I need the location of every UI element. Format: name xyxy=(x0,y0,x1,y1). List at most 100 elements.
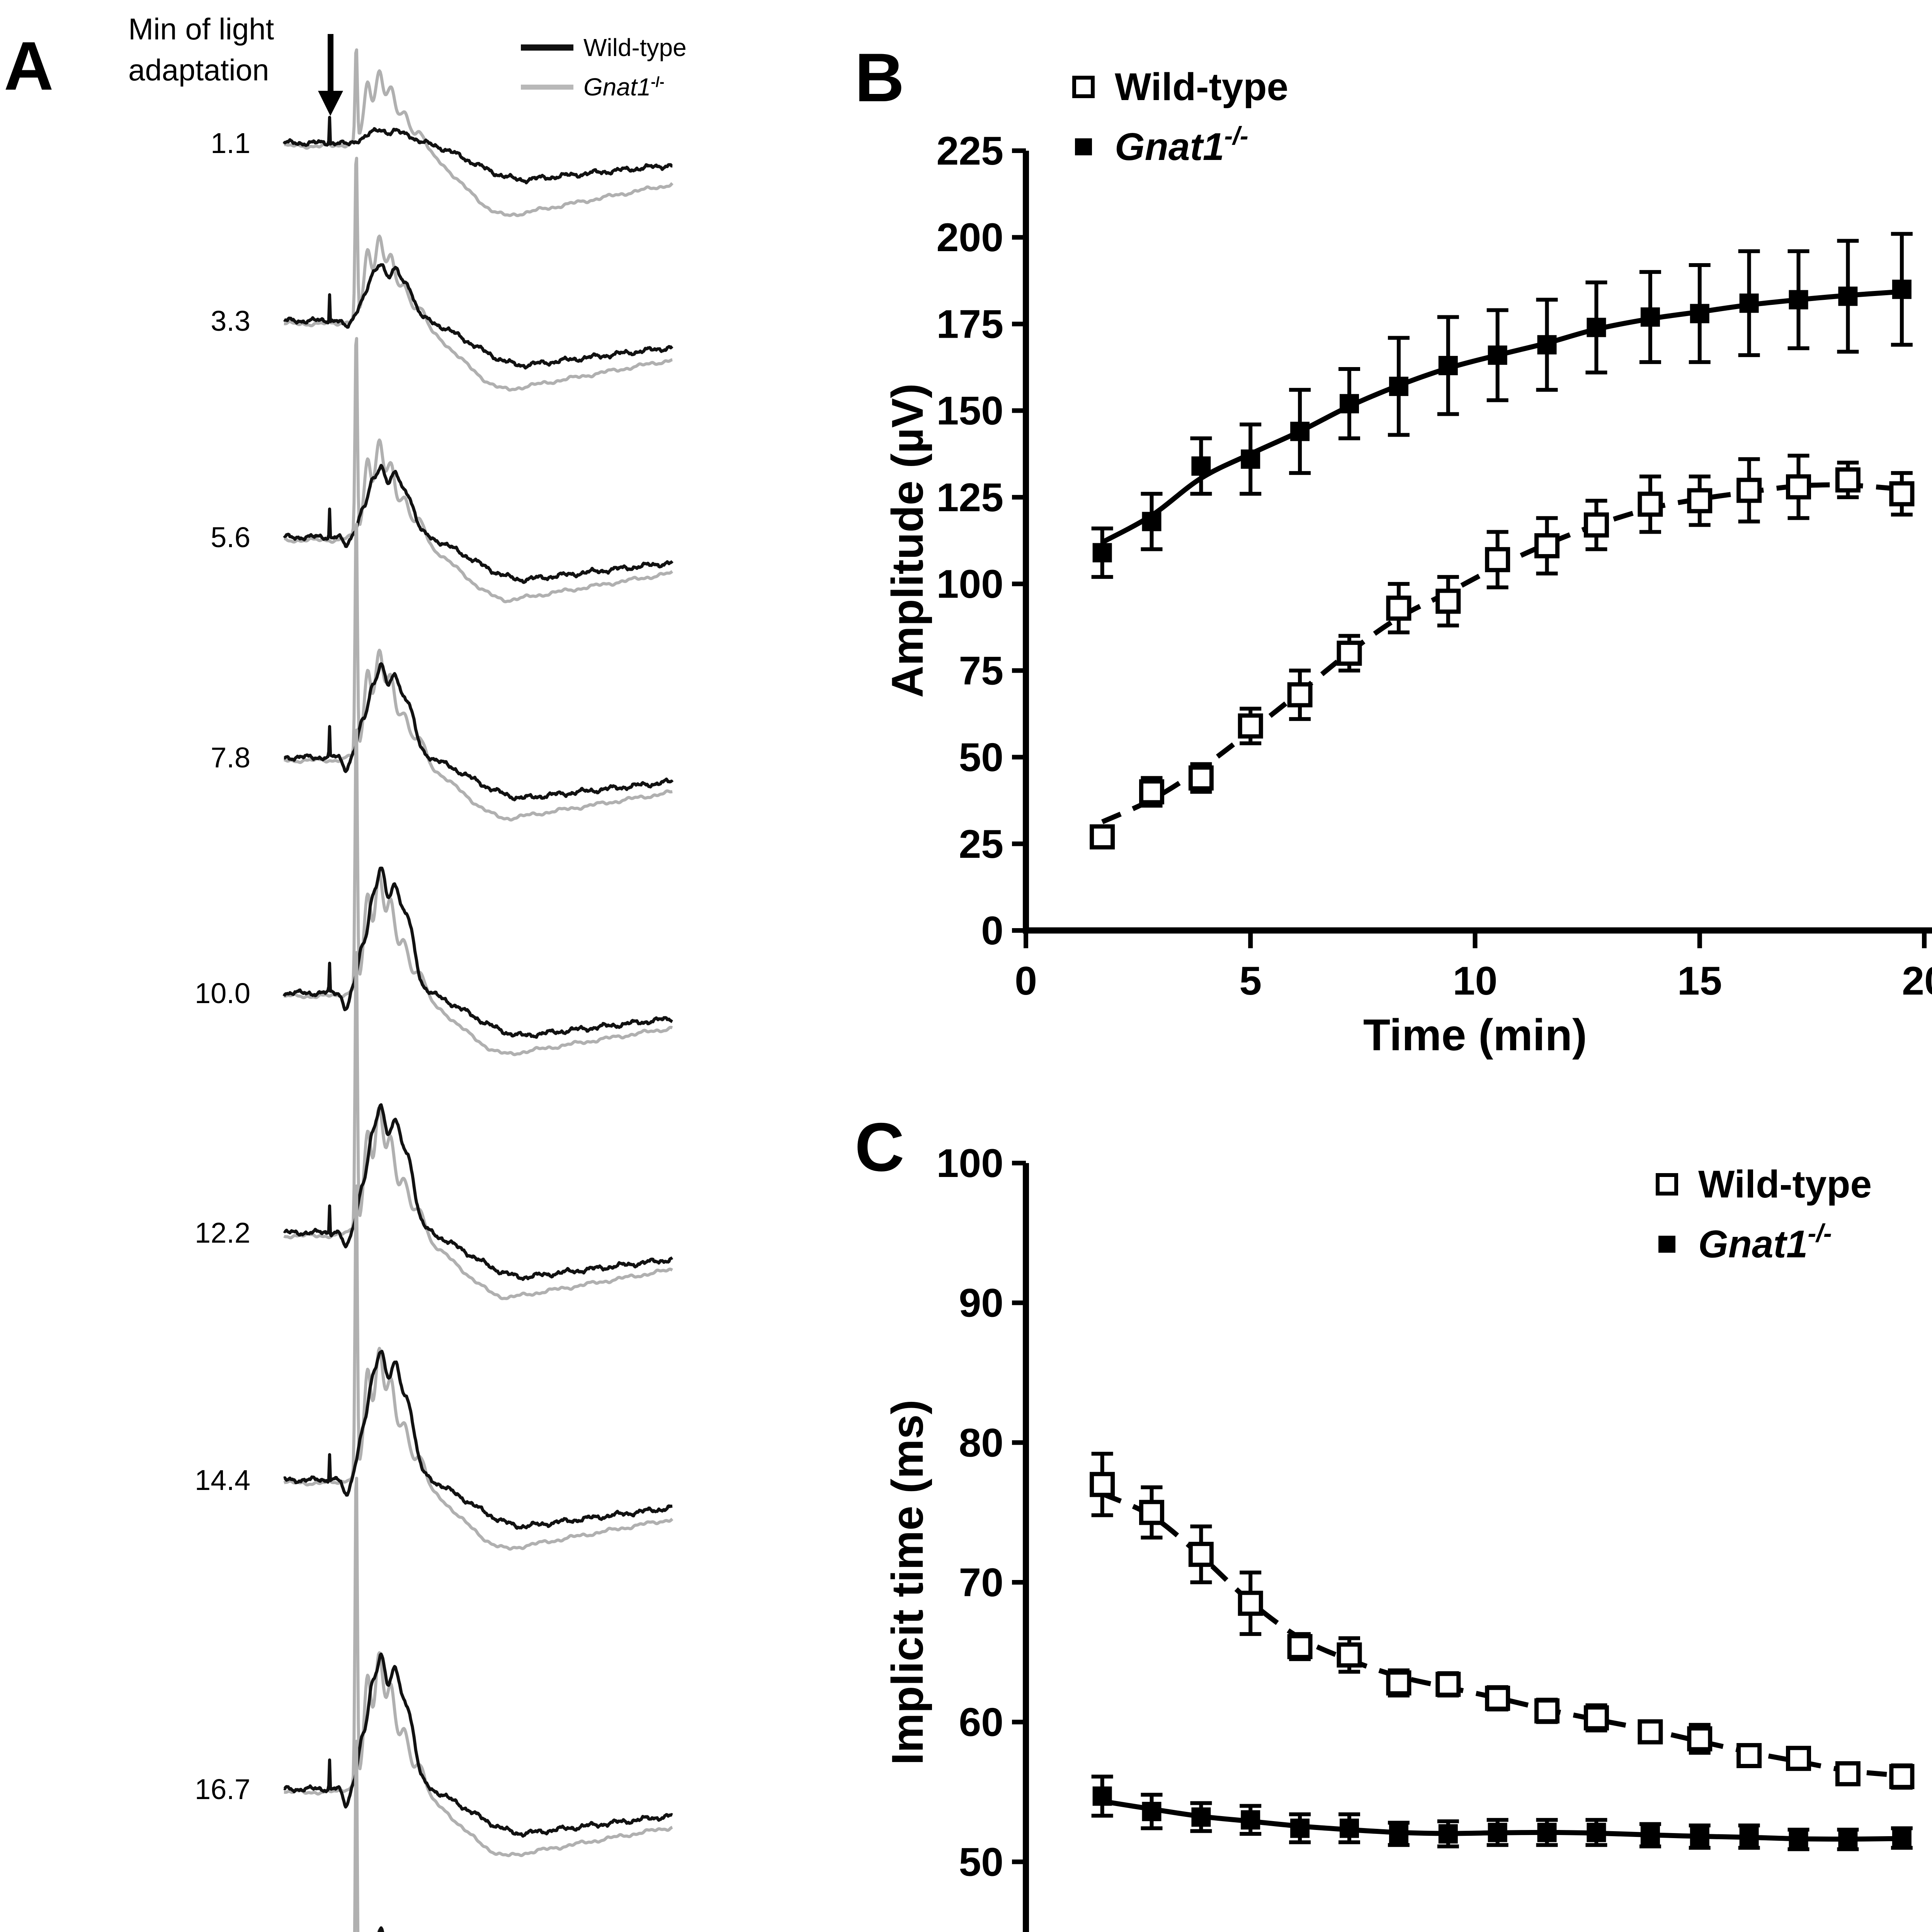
data-point-open-square xyxy=(1287,1634,1313,1659)
trace-row-label: 12.2 xyxy=(195,1217,250,1249)
wild-type-trace xyxy=(282,866,673,1039)
data-point-filled-square xyxy=(1789,290,1808,310)
down-arrow-head xyxy=(318,91,343,116)
down-arrow-stem xyxy=(328,34,333,92)
data-point-filled-square xyxy=(1290,1818,1310,1838)
trace-row-label: 5.6 xyxy=(211,521,250,553)
data-point-filled-square xyxy=(1739,1827,1759,1847)
y-tick-label: 80 xyxy=(959,1420,1003,1465)
light-adaptation-annotation: Min of light adaptation xyxy=(128,9,274,90)
wild-type-trace xyxy=(282,116,673,185)
panel-c-implicit-time-plot: 40506070809010005101520Time (min)Implici… xyxy=(889,1141,1915,1932)
y-tick-label: 125 xyxy=(936,475,1003,520)
data-point-filled-square xyxy=(1838,1830,1858,1849)
data-point-filled-square xyxy=(1640,1825,1660,1845)
legend-label: Gnat1-/- xyxy=(1115,121,1248,168)
data-point-filled-square xyxy=(1389,376,1408,396)
annotation-line-2: adaptation xyxy=(128,53,269,87)
trend-line-dashed xyxy=(1101,1491,1902,1778)
x-tick-label: 15 xyxy=(1677,959,1722,1003)
data-point-open-square xyxy=(1638,1719,1663,1745)
legend-label-wild-type: Wild-type xyxy=(583,34,687,61)
y-tick-label: 150 xyxy=(936,389,1003,434)
x-tick-label: 10 xyxy=(1453,959,1498,1003)
legend-label-gnat1: Gnat1-/- xyxy=(583,73,665,101)
panel-c-label: C xyxy=(855,1109,905,1185)
data-point-filled-square xyxy=(1690,304,1709,323)
x-tick-label: 5 xyxy=(1239,959,1262,1003)
data-point-open-square xyxy=(1188,1542,1214,1567)
trend-line-dashed xyxy=(1101,482,1902,824)
wild-type-trace xyxy=(283,1103,673,1281)
data-point-open-square xyxy=(1583,1705,1609,1731)
annotation-line-1: Min of light xyxy=(128,12,274,46)
trace-row-label: 1.1 xyxy=(211,127,250,159)
data-point-open-square xyxy=(1687,1726,1713,1752)
gnat1-trace xyxy=(283,728,673,1056)
data-point-open-square xyxy=(1090,1472,1115,1497)
data-point-open-square xyxy=(1337,640,1362,666)
gnat1-trace xyxy=(283,1476,673,1857)
trend-line-solid xyxy=(1101,289,1902,545)
data-point-open-square xyxy=(1736,1743,1762,1768)
data-point-filled-square xyxy=(1789,1830,1808,1849)
data-point-open-square xyxy=(1435,1672,1461,1697)
data-point-filled-square xyxy=(1340,1818,1359,1838)
data-point-filled-square xyxy=(1438,1824,1458,1844)
wild-type-trace xyxy=(378,1926,384,1932)
gnat1-line-swatch xyxy=(521,84,573,90)
trace-row-label: 10.0 xyxy=(195,977,250,1009)
y-tick-label: 50 xyxy=(959,735,1003,780)
data-point-filled-square xyxy=(1191,456,1211,476)
data-point-open-square xyxy=(1534,533,1560,558)
data-point-open-square xyxy=(1736,478,1762,503)
y-tick-label: 175 xyxy=(936,302,1003,347)
data-point-open-square xyxy=(1287,682,1313,707)
data-point-filled-square xyxy=(1191,1807,1211,1827)
data-point-filled-square xyxy=(1640,307,1660,327)
y-tick-label: 70 xyxy=(959,1560,1003,1605)
y-tick-label: 200 xyxy=(936,215,1003,260)
data-point-filled-square xyxy=(1241,449,1260,469)
legend-filled-square xyxy=(1658,1236,1675,1253)
data-point-filled-square xyxy=(1690,1827,1709,1847)
data-point-open-square xyxy=(1188,765,1214,791)
data-point-filled-square xyxy=(1488,345,1507,365)
y-tick-label: 0 xyxy=(981,908,1003,953)
data-point-open-square xyxy=(1583,512,1609,538)
data-point-open-square xyxy=(1889,481,1915,507)
x-axis-title: Time (min) xyxy=(1363,1010,1587,1060)
data-point-open-square xyxy=(1485,547,1510,572)
y-axis-title: Amplitude (µV) xyxy=(889,383,932,698)
trace-row-label: 3.3 xyxy=(211,305,250,337)
data-point-open-square xyxy=(1386,1670,1412,1696)
legend-label: Gnat1-/- xyxy=(1698,1219,1832,1266)
data-point-open-square xyxy=(1687,488,1713,514)
data-point-filled-square xyxy=(1587,1823,1606,1842)
y-tick-label: 25 xyxy=(959,822,1003,867)
panel-a-erg-traces: 1.13.35.67.810.012.214.416.718.9 xyxy=(195,34,674,1932)
data-point-open-square xyxy=(1238,713,1263,739)
data-point-filled-square xyxy=(1142,512,1162,531)
data-point-open-square xyxy=(1835,1761,1861,1786)
wild-type-trace xyxy=(283,263,673,370)
data-point-filled-square xyxy=(1142,1802,1162,1821)
wild-type-trace xyxy=(283,1652,673,1838)
data-point-open-square xyxy=(1090,824,1115,850)
panel-b-amplitude-plot: 0 25 50 75 100 125 150 175 200 225 0 5 10 15 20 Time (m… xyxy=(889,65,1932,1060)
data-point-open-square xyxy=(1139,779,1164,804)
y-tick-label: 50 xyxy=(959,1840,1003,1884)
y-tick-label: 225 xyxy=(936,129,1003,173)
y-axis-title: Implicit time (ms) xyxy=(889,1400,932,1765)
gnat1-trace xyxy=(283,522,673,822)
gnat1-trace xyxy=(283,951,673,1300)
data-point-open-square xyxy=(1139,1500,1164,1525)
data-point-open-square xyxy=(1337,1642,1362,1668)
data-point-filled-square xyxy=(1838,286,1858,306)
data-point-filled-square xyxy=(1587,318,1606,337)
wild-type-line-swatch xyxy=(521,44,573,51)
data-point-filled-square xyxy=(1488,1823,1507,1842)
y-tick-label: 100 xyxy=(936,1141,1003,1186)
y-tick-label: 90 xyxy=(959,1281,1003,1326)
legend-label: Wild-type xyxy=(1698,1163,1872,1206)
